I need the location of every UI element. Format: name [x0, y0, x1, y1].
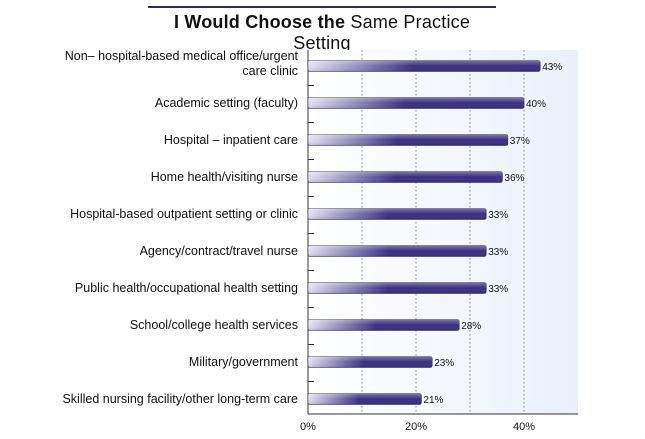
bar-shine — [308, 319, 460, 331]
category-label: Hospital – inpatient care — [164, 133, 298, 147]
category-label-line: Academic setting (faculty) — [155, 96, 298, 110]
category-label: Military/government — [189, 355, 299, 369]
category-label: Hospital-based outpatient setting or cli… — [70, 207, 298, 221]
title-text: I Would Choose the Same Practice Setting — [148, 12, 496, 54]
data-label: 37% — [510, 136, 530, 147]
category-label-line: Military/government — [189, 355, 299, 369]
x-tick-label: 40% — [513, 421, 535, 433]
plot-panel — [308, 50, 578, 414]
title-rule — [148, 6, 496, 8]
title-bold-part: I Would Choose the — [173, 12, 346, 32]
category-label-line: Home health/visiting nurse — [151, 170, 298, 184]
category-label: Non– hospital-based medical office/urgen… — [65, 49, 299, 78]
category-label: Skilled nursing facility/other long-term… — [62, 392, 298, 406]
category-label: Academic setting (faculty) — [155, 96, 298, 110]
category-label: Public health/occupational health settin… — [75, 281, 298, 295]
data-label: 40% — [526, 99, 546, 110]
title-regular-part: Same Practice Setting — [293, 12, 471, 53]
category-label-line: Non– hospital-based medical office/urgen… — [65, 49, 299, 63]
axis-layer: 0% 20% 40% — [300, 50, 578, 433]
bar-shine — [308, 245, 487, 257]
data-label: 33% — [488, 247, 508, 258]
data-label: 23% — [434, 358, 454, 369]
category-label-line: care clinic — [242, 64, 298, 78]
data-label: 21% — [423, 395, 443, 406]
data-label: 43% — [542, 62, 562, 73]
category-label-line: Hospital-based outpatient setting or cli… — [70, 207, 298, 221]
bar-shine — [308, 393, 422, 405]
bars-layer — [307, 60, 541, 405]
bar-shine — [308, 134, 508, 146]
data-label: 36% — [504, 173, 524, 184]
chart-title: I Would Choose the Same Practice Setting — [148, 6, 496, 54]
bar-shine — [308, 282, 487, 294]
x-tick-label: 20% — [405, 421, 427, 433]
bar-shine — [308, 171, 503, 183]
category-label: Agency/contract/travel nurse — [140, 244, 298, 258]
grid-layer — [361, 50, 525, 414]
labels-layer: 43% Non– hospital-based medical office/ur… — [62, 49, 562, 406]
data-label: 33% — [488, 284, 508, 295]
x-tick-label: 0% — [300, 421, 316, 433]
category-label-line: School/college health services — [130, 318, 298, 332]
bar-shine — [308, 208, 487, 220]
category-label: Home health/visiting nurse — [151, 170, 298, 184]
data-label: 33% — [488, 210, 508, 221]
data-label: 28% — [461, 321, 481, 332]
bar-shine — [308, 97, 524, 109]
category-label-line: Agency/contract/travel nurse — [140, 244, 298, 258]
category-label: School/college health services — [130, 318, 298, 332]
category-label-line: Skilled nursing facility/other long-term… — [62, 392, 298, 406]
bar-shine — [308, 60, 541, 72]
category-label-line: Hospital – inpatient care — [164, 133, 298, 147]
bar-shine — [308, 356, 433, 368]
category-label-line: Public health/occupational health settin… — [75, 281, 298, 295]
